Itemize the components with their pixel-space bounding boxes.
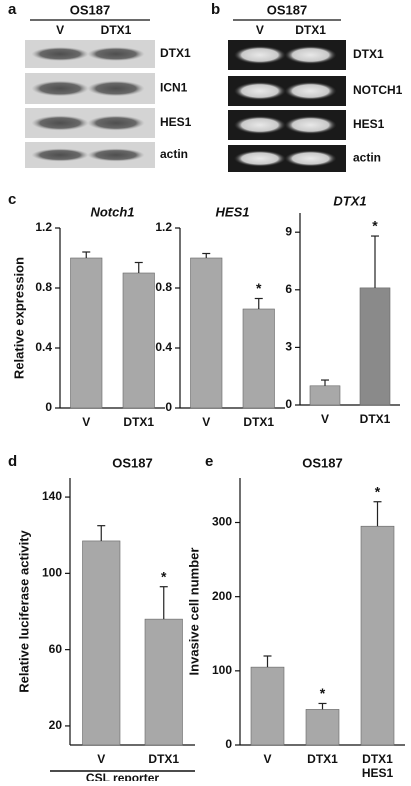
y-axis-label: Relative luciferase activity [16,529,31,692]
x-axis-label: CSL reporter [86,771,159,781]
lane-label: DTX1 [295,23,326,37]
band-label: NOTCH1 [353,83,403,97]
y-tick-label: 0 [285,397,292,411]
y-tick-label: 100 [212,663,232,677]
blot-band [233,150,286,167]
lane-label: V [56,23,64,37]
x-tick-label: V [263,752,271,766]
y-tick-label: 0.4 [35,340,52,354]
panel-letter: b [211,1,220,18]
blot-band [233,46,286,64]
x-tick-label: DTX1 [148,752,179,766]
chart-title: HES1 [216,204,250,219]
blot-band [233,116,286,134]
significance-star: * [372,218,378,234]
y-tick-label: 140 [42,489,62,503]
bar [70,257,103,409]
y-axis-label: Invasive cell number [186,548,201,676]
bar [144,618,183,746]
band-label: actin [160,147,188,161]
bar [305,709,340,746]
blot-title: OS187 [267,2,307,17]
y-tick-label: 0.8 [35,280,52,294]
bar [122,272,155,409]
band-label: actin [353,151,381,165]
y-tick-label: 20 [49,718,63,732]
blot-band [31,80,89,97]
chart-title: DTX1 [333,193,366,208]
blot-band [284,46,337,64]
panel-letter: a [8,1,17,18]
band-label: DTX1 [353,47,384,61]
y-tick-label: 0 [225,737,232,751]
bar [250,666,285,746]
significance-star: * [256,280,262,296]
y-tick-label: 3 [285,340,292,354]
lane-label: V [256,23,264,37]
bar [82,540,121,746]
x-tick-label: HES1 [362,766,394,780]
y-tick-label: 0.8 [155,280,172,294]
y-axis-label: Relative expression [11,257,26,379]
y-tick-label: 0 [165,400,172,414]
y-tick-label: 0.4 [155,340,172,354]
blot-band [284,116,337,134]
x-tick-label: V [97,752,105,766]
y-tick-label: 60 [49,642,63,656]
y-tick-label: 6 [285,282,292,296]
y-tick-label: 100 [42,566,62,580]
chart-title: Notch1 [90,204,134,219]
panel-letter: e [205,453,213,470]
y-tick-label: 200 [212,589,232,603]
y-tick-label: 1.2 [155,220,172,234]
y-tick-label: 300 [212,515,232,529]
blot-band [87,148,145,162]
blot-title: OS187 [70,2,110,17]
bar [359,287,391,406]
significance-star: * [375,483,381,499]
lane-label: DTX1 [101,23,132,37]
bar [242,308,275,409]
band-label: DTX1 [160,46,191,60]
chart-title: OS187 [302,455,342,470]
blot-band [31,47,89,61]
bar [309,385,341,406]
chart-title: OS187 [112,455,152,470]
blot-band [284,82,337,100]
significance-star: * [161,568,167,584]
blot-band [87,80,145,97]
blot-band [233,82,286,100]
y-tick-label: 9 [285,224,292,238]
blot-band [284,150,337,167]
x-tick-label: DTX1 [360,412,391,426]
x-tick-label: DTX1 [362,752,393,766]
blot-band [87,47,145,61]
band-label: HES1 [160,115,192,129]
x-tick-label: DTX1 [123,415,154,429]
bar [190,257,223,409]
band-label: HES1 [353,117,385,131]
x-tick-label: V [321,412,329,426]
y-tick-label: 0 [45,400,52,414]
x-tick-label: DTX1 [243,415,274,429]
blot-band [31,115,89,131]
band-label: ICN1 [160,81,188,95]
bar [360,525,395,746]
y-tick-label: 1.2 [35,220,52,234]
x-tick-label: DTX1 [307,752,338,766]
x-tick-label: V [202,415,210,429]
panel-letter: c [8,191,16,208]
blot-band [87,115,145,131]
significance-star: * [320,685,326,701]
x-tick-label: V [82,415,90,429]
blot-band [31,148,89,162]
panel-letter: d [8,453,17,470]
